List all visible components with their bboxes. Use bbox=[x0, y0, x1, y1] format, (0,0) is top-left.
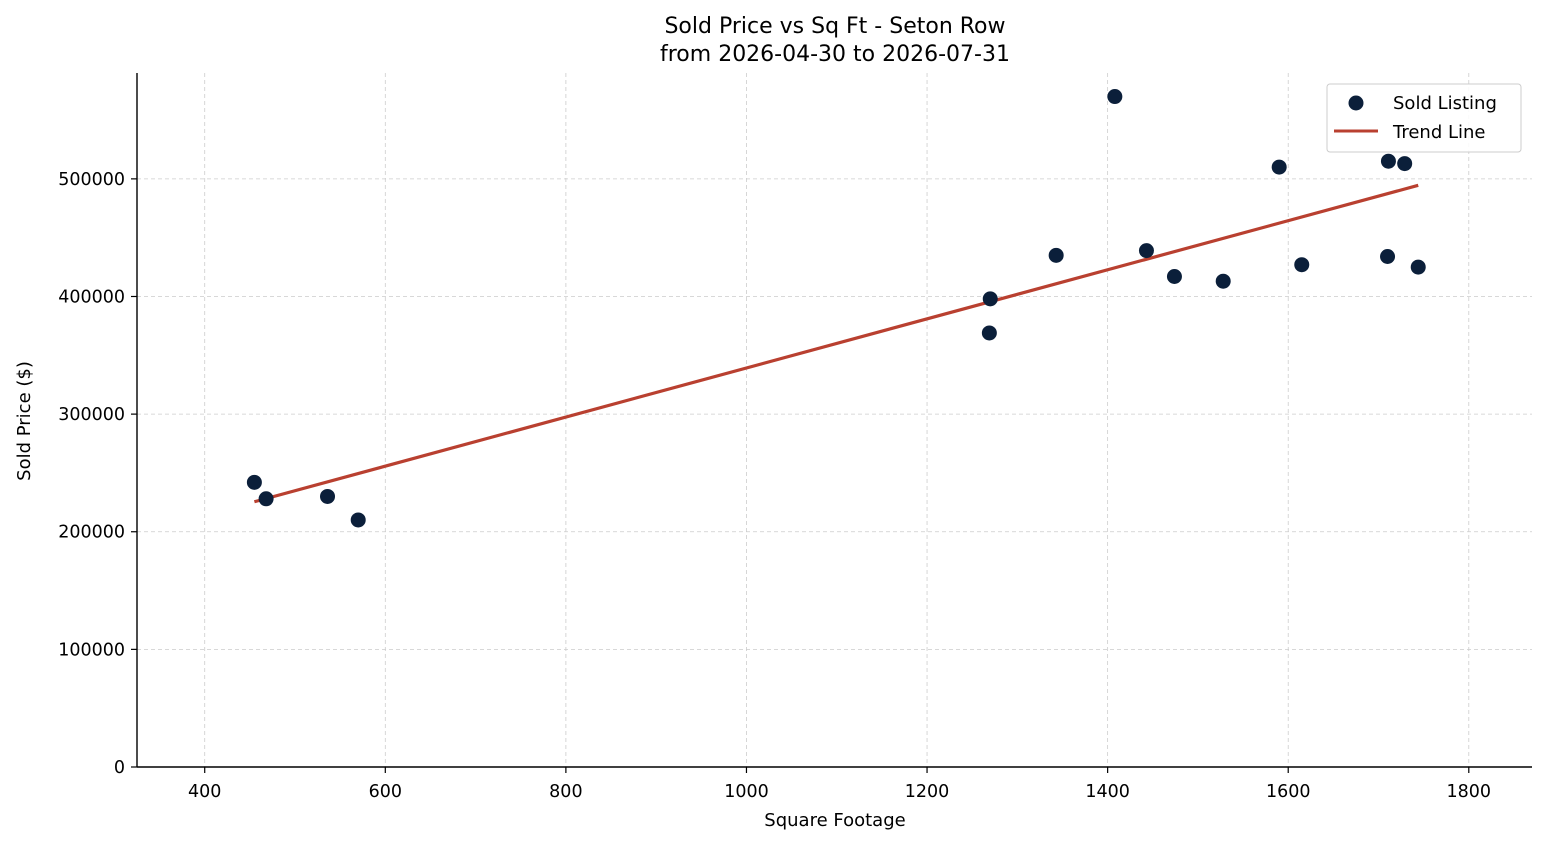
trend-line bbox=[253, 183, 1419, 504]
x-tick-label: 1200 bbox=[905, 782, 950, 802]
x-tick-label: 400 bbox=[188, 782, 221, 802]
scatter-point bbox=[1107, 89, 1123, 105]
scatter-point bbox=[981, 325, 997, 341]
scatter-point bbox=[1397, 156, 1413, 172]
legend-label-sold-listing: Sold Listing bbox=[1393, 93, 1497, 114]
scatter-point bbox=[246, 474, 262, 490]
scatter-point bbox=[1048, 247, 1064, 263]
y-axis-label: Sold Price ($) bbox=[14, 361, 35, 481]
scatter-point bbox=[1410, 259, 1426, 275]
x-tick-label: 600 bbox=[369, 782, 402, 802]
scatter-point bbox=[982, 291, 998, 307]
x-axis-label: Square Footage bbox=[764, 810, 905, 831]
scatter-point bbox=[320, 488, 336, 504]
points-layer bbox=[246, 89, 1426, 528]
x-tick-label: 1800 bbox=[1447, 782, 1492, 802]
grid bbox=[137, 73, 1532, 768]
scatter-point bbox=[1271, 159, 1287, 175]
scatter-point bbox=[1380, 153, 1396, 169]
y-tick-label: 0 bbox=[114, 758, 125, 778]
axes bbox=[136, 73, 1532, 768]
x-tick-label: 1000 bbox=[724, 782, 769, 802]
x-tick-label: 800 bbox=[549, 782, 582, 802]
chart-subtitle: from 2026-04-30 to 2026-07-31 bbox=[660, 42, 1010, 67]
scatter-point bbox=[1215, 273, 1231, 289]
legend: Sold Listing Trend Line bbox=[1326, 83, 1522, 153]
scatter-point bbox=[1166, 268, 1182, 284]
legend-label-trend-line: Trend Line bbox=[1392, 122, 1486, 143]
y-tick-label: 100000 bbox=[58, 640, 125, 660]
scatter-point bbox=[1294, 257, 1310, 273]
ticks: 400 600 800 1000 1200 1400 1600 1800 0 100000 2000… bbox=[58, 170, 1491, 802]
y-tick-label: 300000 bbox=[58, 405, 125, 425]
legend-marker-sold-listing bbox=[1348, 95, 1364, 111]
x-tick-label: 1600 bbox=[1266, 782, 1311, 802]
legend-frame bbox=[1326, 83, 1522, 153]
x-tick-label: 1400 bbox=[1085, 782, 1130, 802]
scatter-point bbox=[258, 491, 274, 507]
scatter-point bbox=[1380, 248, 1396, 264]
chart-title: Sold Price vs Sq Ft - Seton Row bbox=[664, 14, 1005, 39]
y-tick-label: 400000 bbox=[58, 287, 125, 307]
y-tick-label: 500000 bbox=[58, 170, 125, 190]
trend-line-layer bbox=[253, 183, 1419, 504]
y-tick-label: 200000 bbox=[58, 523, 125, 543]
scatter-point bbox=[1138, 243, 1154, 259]
scatter-point bbox=[350, 512, 366, 528]
